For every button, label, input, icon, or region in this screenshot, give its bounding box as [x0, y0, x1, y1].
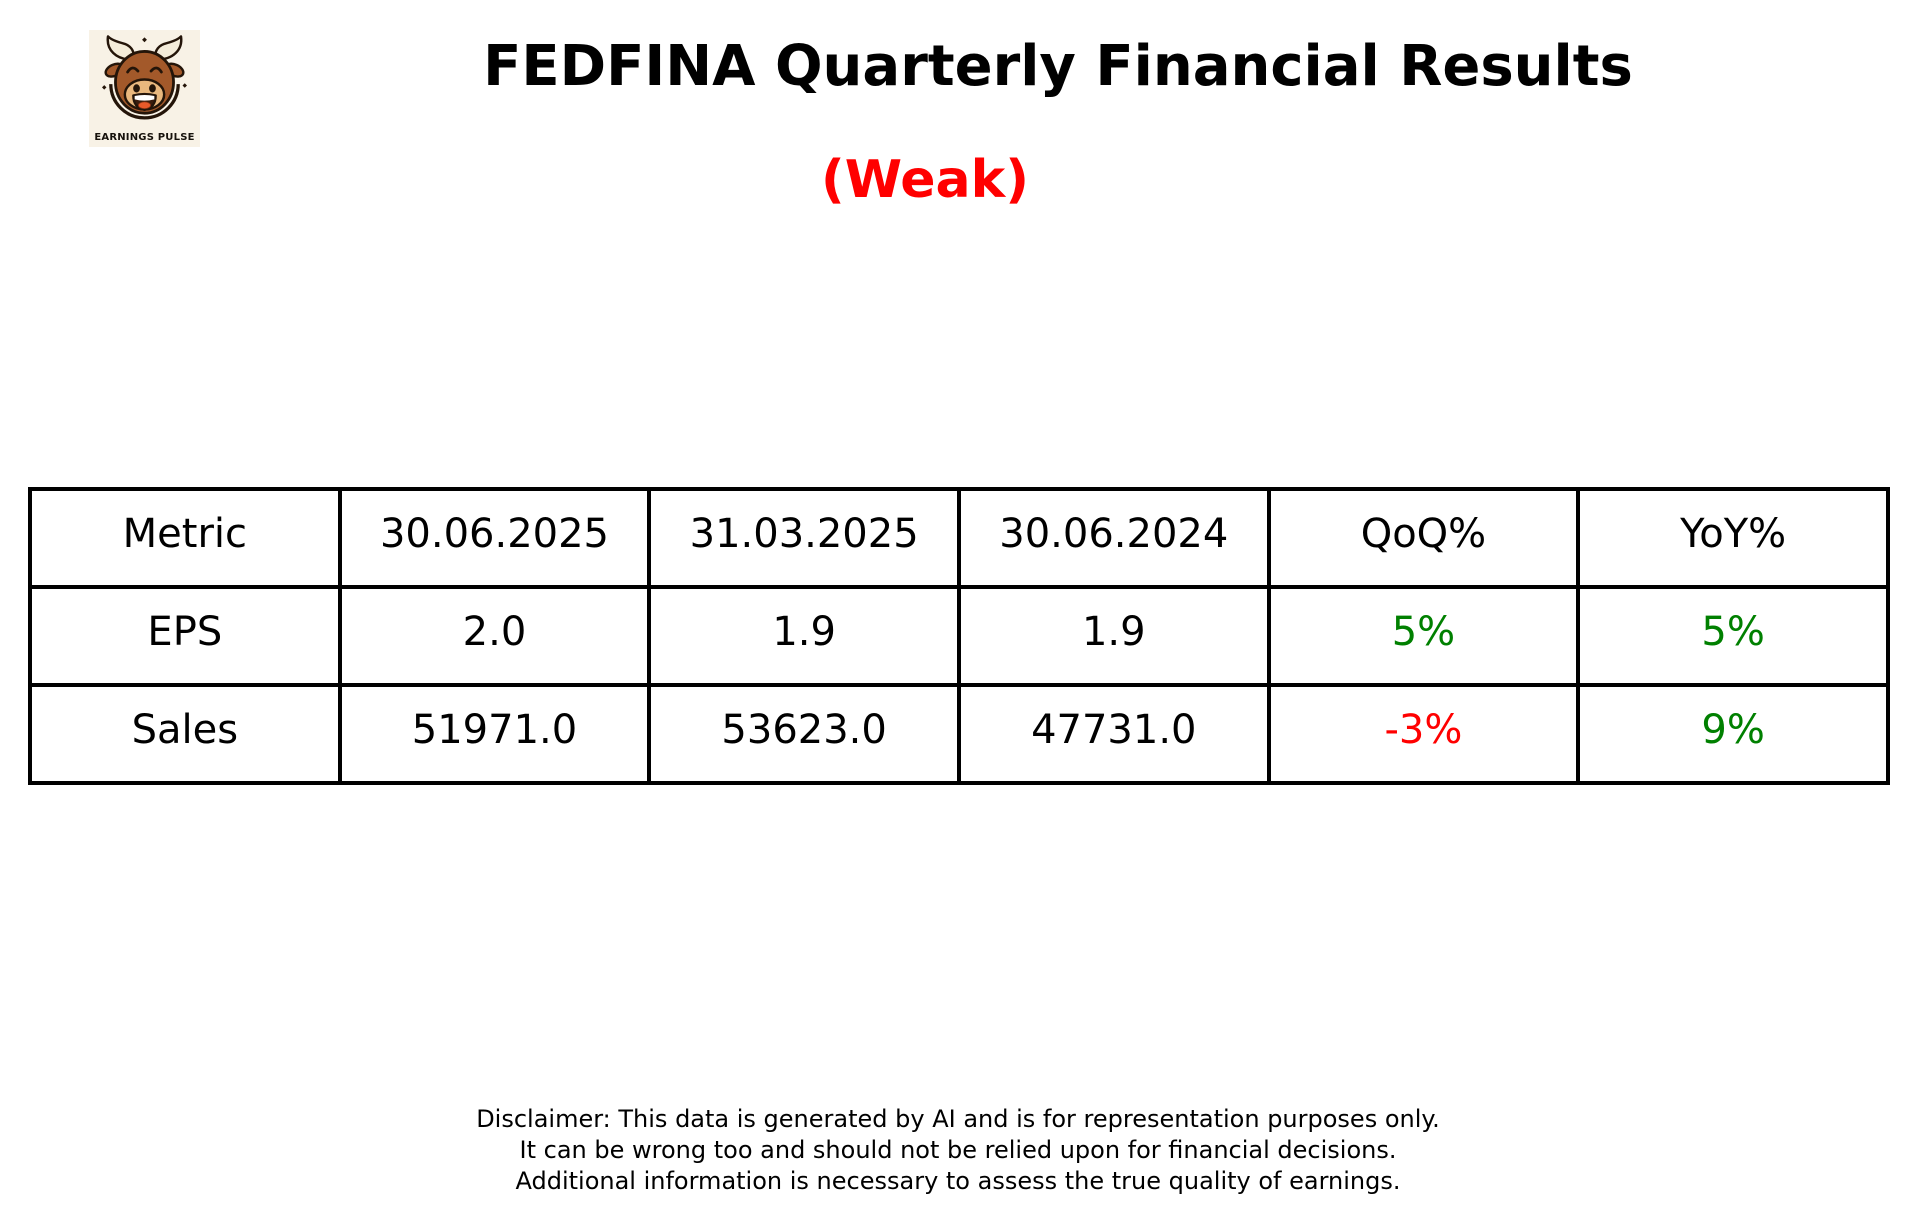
disclaimer-line: Disclaimer: This data is generated by AI… — [476, 1105, 1440, 1133]
earnings-pulse-logo: EARNINGS PULSE — [89, 30, 200, 147]
disclaimer-line: Additional information is necessary to a… — [515, 1166, 1401, 1195]
header-cell-metric: Metric — [28, 487, 342, 589]
metric-cell: Sales — [28, 683, 342, 785]
header-cell-qoq: QoQ% — [1266, 487, 1581, 589]
yoy-cell: 5% — [1576, 585, 1890, 687]
laughing-bull-icon — [101, 35, 188, 120]
qoq-cell: -3% — [1266, 683, 1581, 785]
header-cell-q3: 30.06.2024 — [956, 487, 1271, 589]
value-cell: 1.9 — [647, 585, 961, 687]
table-row-sales: Sales 51971.0 53623.0 47731.0 -3% 9% — [28, 683, 1890, 785]
metric-cell: EPS — [28, 585, 342, 687]
logo-caption: EARNINGS PULSE — [94, 132, 195, 143]
header-cell-yoy: YoY% — [1576, 487, 1890, 589]
value-cell: 2.0 — [337, 585, 652, 687]
value-cell: 47731.0 — [956, 683, 1271, 785]
value-cell: 51971.0 — [337, 683, 652, 785]
table-row-eps: EPS 2.0 1.9 1.9 5% 5% — [28, 585, 1890, 687]
table-header-row: Metric 30.06.2025 31.03.2025 30.06.2024 … — [28, 487, 1890, 589]
verdict-label: (Weak) — [821, 150, 1029, 210]
header-cell-q1: 30.06.2025 — [337, 487, 652, 589]
header-cell-q2: 31.03.2025 — [647, 487, 961, 589]
results-table: Metric 30.06.2025 31.03.2025 30.06.2024 … — [28, 487, 1890, 785]
disclaimer-text: Disclaimer: This data is generated by AI… — [476, 1104, 1440, 1197]
yoy-cell: 9% — [1576, 683, 1890, 785]
disclaimer-line: It can be wrong too and should not be re… — [519, 1135, 1397, 1164]
page-title: FEDFINA Quarterly Financial Results — [483, 34, 1633, 99]
value-cell: 1.9 — [956, 585, 1271, 687]
value-cell: 53623.0 — [647, 683, 961, 785]
qoq-cell: 5% — [1266, 585, 1581, 687]
